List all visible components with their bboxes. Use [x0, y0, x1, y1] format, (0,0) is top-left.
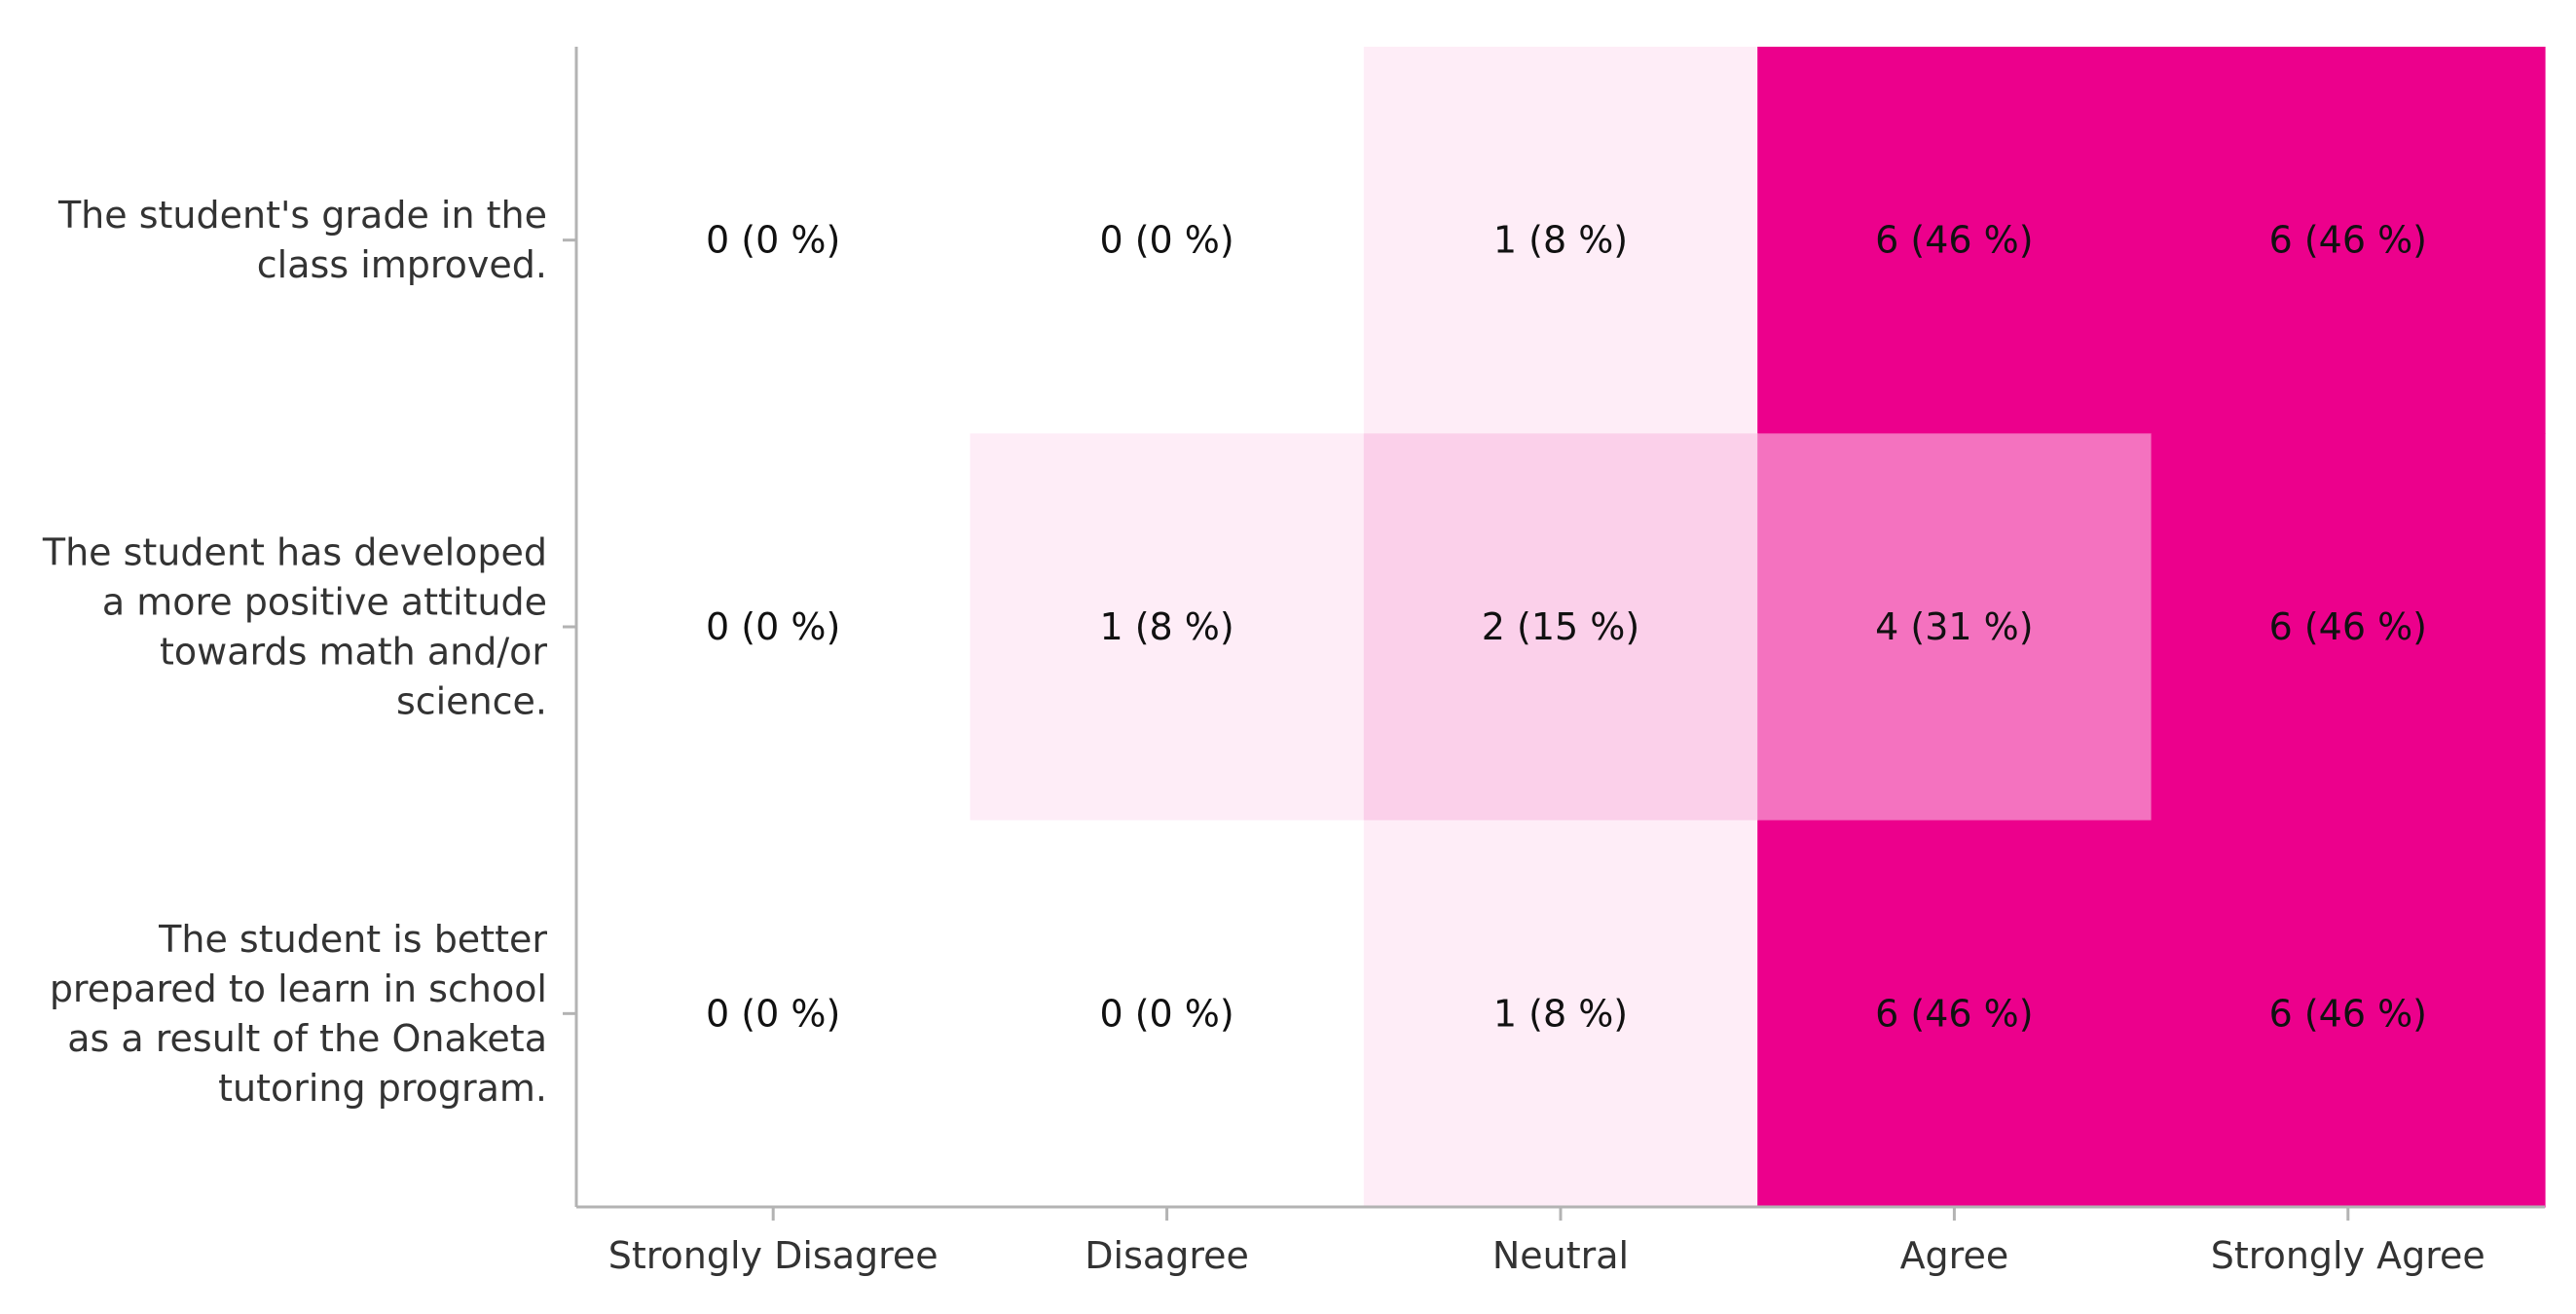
heatmap-cell-r2-c2: [1363, 820, 1758, 1208]
y-tick-label-line: science.: [396, 680, 547, 723]
y-tick-label-line: The student's grade in the: [57, 194, 547, 237]
heatmap-cell-r1-c0: [576, 433, 971, 821]
labels-layer: 0 (0 %) 0 (0 %) 1 (8 %) 6 (46 %) 6 (46 %) 0 (…: [42, 194, 2485, 1277]
heatmap-cell-r0-c4: [2151, 47, 2546, 434]
cell-value-label: 0 (0 %): [706, 605, 840, 648]
heatmap-cell-r2-c0: [576, 820, 971, 1208]
cell-value-label: 0 (0 %): [706, 992, 840, 1035]
heatmap-cell-r0-c1: [970, 47, 1365, 434]
x-tick-label: Strongly Agree: [2211, 1234, 2485, 1277]
cell-value-label: 2 (15 %): [1482, 605, 1639, 648]
y-tick-label: The student's grade in the class improved…: [57, 194, 547, 286]
y-tick-label-line: towards math and/or: [160, 631, 547, 674]
cell-value-label: 6 (46 %): [2269, 219, 2427, 262]
y-tick-label-line: prepared to learn in school: [50, 967, 547, 1010]
cell-value-label: 1 (8 %): [1493, 992, 1628, 1035]
cell-value-label: 6 (46 %): [1875, 992, 2033, 1035]
cell-value-label: 0 (0 %): [706, 219, 840, 262]
cell-value-label: 6 (46 %): [2269, 992, 2427, 1035]
x-tick-label: Agree: [1900, 1234, 2009, 1277]
y-tick-label-line: a more positive attitude: [102, 581, 547, 624]
heatmap-cell-r1-c3: [1757, 433, 2153, 821]
heatmap-cell-r0-c0: [576, 47, 971, 434]
cell-value-label: 1 (8 %): [1493, 219, 1628, 262]
cell-value-label: 0 (0 %): [1099, 219, 1233, 262]
y-tick-label-line: tutoring program.: [218, 1067, 547, 1110]
heatmap-cell-r0-c3: [1757, 47, 2153, 434]
cell-value-label: 6 (46 %): [1875, 219, 2033, 262]
y-tick-label-line: class improved.: [257, 243, 547, 286]
y-tick-label-line: as a result of the Onaketa: [67, 1017, 547, 1060]
y-tick-label: The student is better prepared to learn i…: [50, 918, 548, 1110]
heatmap-cell-r1-c2: [1363, 433, 1758, 821]
y-tick-label-line: The student has developed: [42, 531, 547, 574]
cell-value-label: 0 (0 %): [1099, 992, 1233, 1035]
heatmap-cell-r1-c1: [970, 433, 1365, 821]
heatmap-cell-r1-c4: [2151, 433, 2546, 821]
x-tick-label: Strongly Disagree: [608, 1234, 938, 1277]
x-tick-label: Neutral: [1492, 1234, 1629, 1277]
heatmap-cell-r2-c4: [2151, 820, 2546, 1208]
cell-value-label: 1 (8 %): [1099, 605, 1233, 648]
cell-value-label: 4 (31 %): [1875, 605, 2033, 648]
x-tick-label: Disagree: [1085, 1234, 1249, 1277]
cells-layer: [576, 47, 2546, 1208]
heatmap-cell-r0-c2: [1363, 47, 1758, 434]
y-tick-label: The student has developed a more positive…: [42, 531, 548, 723]
axes-layer: [563, 47, 2545, 1221]
cell-value-label: 6 (46 %): [2269, 605, 2427, 648]
heatmap-cell-r2-c3: [1757, 820, 2153, 1208]
y-tick-label-line: The student is better: [158, 918, 547, 961]
heatmap-cell-r2-c1: [970, 820, 1365, 1208]
